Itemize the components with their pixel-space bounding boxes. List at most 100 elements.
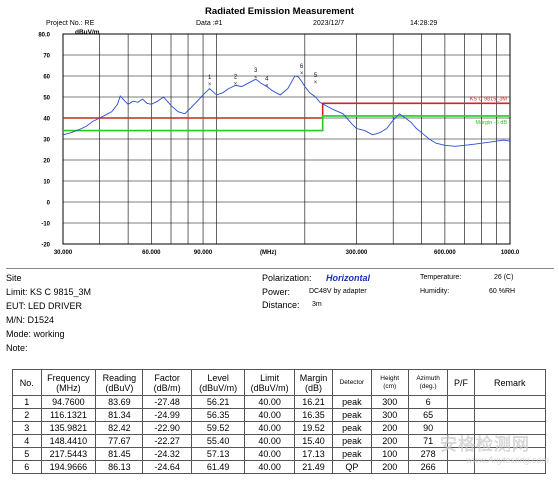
header-label: Height (380, 374, 400, 382)
header-unit: (dBuV) (105, 382, 134, 393)
col-no-header: No. (12, 369, 42, 396)
table-cell: 56.35 (190, 408, 246, 422)
header-unit: (dB/m) (153, 382, 181, 393)
table-cell: 19.52 (293, 421, 334, 435)
table-cell (473, 395, 547, 409)
header-label: Factor (154, 372, 180, 383)
table-cell: 2 (12, 408, 42, 422)
table-cell: peak (332, 408, 372, 422)
header-unit: (MHz) (56, 382, 81, 393)
x-tick-label: 600.000 (434, 250, 456, 256)
peak-marker: × (234, 82, 238, 88)
peak-marker-label: 5 (314, 73, 318, 79)
table-cell: 5 (12, 447, 42, 461)
header-label: Detector (339, 378, 365, 386)
peak-marker-label: 1 (208, 75, 212, 81)
table-cell: 4 (12, 434, 42, 448)
peak-marker-label: 2 (234, 75, 238, 81)
peak-marker: × (208, 82, 212, 88)
peak-marker-label: 4 (265, 77, 269, 83)
header-label: P/F (453, 377, 468, 388)
table-cell: 40.00 (244, 447, 295, 461)
header-label: Reading (102, 372, 137, 383)
info-panel: Site Limit: KS C 9815_3M EUT: LED DRIVER… (6, 268, 554, 365)
col-remark-header: Remark (473, 369, 547, 396)
table-row: 1 94.7600 83.69 -27.48 56.21 40.00 16.21 peak 30… (12, 395, 547, 409)
y-tick-label: -10 (41, 222, 50, 228)
col-margin-header: Margin (dB) (293, 369, 334, 396)
table-cell: peak (332, 434, 372, 448)
header-unit: (dBuV/m) (250, 382, 289, 393)
mn-text: M/N: D1524 (6, 315, 55, 325)
table-cell: 100 (370, 447, 409, 461)
col-level-header: Level (dBuV/m) (190, 369, 246, 396)
col-factor-header: Factor (dB/m) (142, 369, 192, 396)
col-azimuth-header: Azimuth (deg.) (407, 369, 449, 396)
chart-area: Radiated Emission Measurement Project No… (38, 6, 520, 257)
y-tick-label: 80.0 (38, 33, 50, 39)
peak-marker: × (314, 80, 318, 86)
limit-line (63, 102, 510, 119)
table-cell: 40.00 (244, 395, 295, 409)
table-cell: 116.1321 (40, 408, 97, 422)
y-tick-label: 40 (43, 117, 50, 123)
col-limit-header: Limit (dBuV/m) (244, 369, 295, 396)
table-cell: 16.21 (293, 395, 334, 409)
header-label: No. (19, 377, 34, 388)
table-cell: 148.4410 (40, 434, 97, 448)
table-row: 2 116.1321 81.34 -24.99 56.35 40.00 16.35 peak 3… (12, 408, 547, 422)
table-cell: 300 (370, 408, 409, 422)
header-label: Remark (494, 377, 526, 388)
peak-marker-label: 3 (254, 68, 258, 74)
header-label: Limit (260, 372, 280, 383)
x-tick-label: (MHz) (260, 250, 276, 256)
peak-marker: × (265, 84, 269, 90)
polarization-label: Polarization: (262, 273, 312, 283)
x-tick-label: 300.000 (346, 250, 368, 256)
table-cell: 135.9821 (40, 421, 97, 435)
col-pf-header: P/F (447, 369, 475, 396)
temperature-label: Temperature: (420, 274, 462, 281)
table-cell: peak (332, 395, 372, 409)
table-cell: -22.90 (142, 421, 192, 435)
temperature-value: 26 (C) (494, 274, 514, 281)
table-cell: 57.13 (190, 447, 246, 461)
project-label: Project No.: RE (46, 20, 95, 27)
data-label: Data :#1 (196, 20, 223, 27)
table-cell (447, 408, 475, 422)
legend-margin-label: Margin -6 dB (476, 120, 508, 126)
table-cell (447, 460, 475, 474)
table-cell: 6 (12, 460, 42, 474)
y-tick-label: 60 (43, 75, 50, 81)
peak-marker: × (254, 75, 258, 81)
table-cell: 3 (12, 421, 42, 435)
table-cell: -24.99 (142, 408, 192, 422)
y-tick-label: 70 (43, 54, 50, 60)
table-cell: 200 (370, 434, 409, 448)
table-cell: 194.9666 (40, 460, 97, 474)
y-tick-label: 30 (43, 138, 50, 144)
table-cell: 200 (370, 460, 409, 474)
power-value: DC48V by adapter (309, 288, 367, 295)
table-cell: 59.52 (190, 421, 246, 435)
y-tick-label: 0 (47, 201, 51, 207)
chart-svg: 80.0 70 60 50 40 30 20 10 0 -10 -20 30.000 60.000 90.… (38, 33, 520, 257)
table-cell (473, 460, 547, 474)
humidity-value: 60 %RH (489, 288, 516, 295)
table-cell (447, 395, 475, 409)
results-table: No. Frequency (MHz) Reading (dBuV) Factor(… (12, 369, 547, 474)
results-table-wrap: No. Frequency (MHz) Reading (dBuV) Factor(… (12, 369, 547, 474)
site-label: Site (6, 273, 22, 283)
table-cell: 55.40 (190, 434, 246, 448)
table-cell: 77.67 (95, 434, 144, 448)
table-cell: 15.40 (293, 434, 334, 448)
table-cell: 94.7600 (40, 395, 97, 409)
table-cell: 82.42 (95, 421, 144, 435)
table-cell: -24.64 (142, 460, 192, 474)
table-row: 6 194.9666 86.13 -24.64 61.49 40.00 21.49 QP 200… (12, 460, 547, 474)
mode-text: Mode: working (6, 329, 65, 339)
col-height-header: Height (cm) (370, 369, 409, 396)
watermark-text: 安格检测网 (440, 435, 530, 454)
humidity-label: Humidity: (420, 288, 450, 295)
header-label: Margin (299, 372, 328, 383)
